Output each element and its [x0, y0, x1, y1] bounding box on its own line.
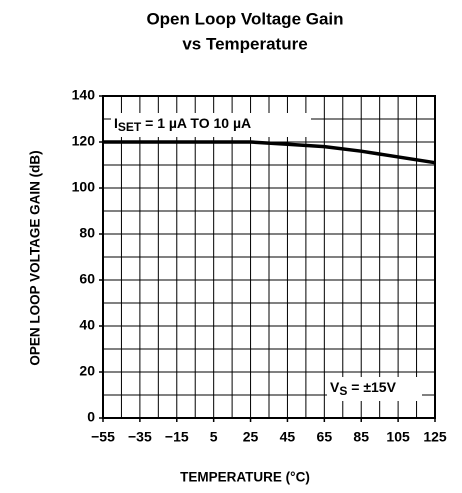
- y-axis-label: OPEN LOOP VOLTAGE GAIN (dB): [28, 150, 43, 365]
- x-tick-label: 105: [386, 429, 410, 445]
- y-tick-label: 60: [79, 271, 95, 287]
- x-tick-label: −15: [165, 429, 189, 445]
- y-tick-label: 80: [79, 225, 95, 241]
- x-tick-label: 45: [280, 429, 296, 445]
- annotation-text: = ±15V: [347, 379, 396, 395]
- x-tick-label: 5: [210, 429, 218, 445]
- x-tick-label: 65: [317, 429, 333, 445]
- y-tick-label: 100: [72, 179, 96, 195]
- y-tick-label: 120: [72, 133, 96, 149]
- x-tick-label: 85: [353, 429, 369, 445]
- y-tick-label: 20: [79, 363, 95, 379]
- chart-title: vs Temperature: [182, 34, 307, 53]
- chart-title: Open Loop Voltage Gain: [146, 9, 343, 28]
- x-axis-label: TEMPERATURE (°C): [180, 470, 310, 485]
- x-tick-label: 125: [423, 429, 447, 445]
- annotation-text: V: [330, 379, 340, 395]
- y-tick-label: 0: [87, 409, 95, 425]
- annotation-subscript: SET: [118, 120, 142, 134]
- plot-frame: [102, 95, 436, 419]
- y-tick-label: 140: [72, 87, 96, 103]
- annotation-background: [327, 377, 422, 401]
- x-tick-label: −55: [91, 429, 115, 445]
- annotation: VS = ±15V: [330, 379, 397, 398]
- line: [103, 140, 436, 165]
- annotation-subscript: S: [339, 384, 347, 398]
- x-tick-label: −35: [128, 429, 152, 445]
- annotation: ISET = 1 µA TO 10 µA: [114, 115, 251, 134]
- annotation-text: = 1 µA TO 10 µA: [141, 115, 251, 131]
- annotation-background: [111, 113, 311, 137]
- y-tick-label: 40: [79, 317, 95, 333]
- x-tick-label: 25: [243, 429, 259, 445]
- annotation-text: I: [114, 115, 118, 131]
